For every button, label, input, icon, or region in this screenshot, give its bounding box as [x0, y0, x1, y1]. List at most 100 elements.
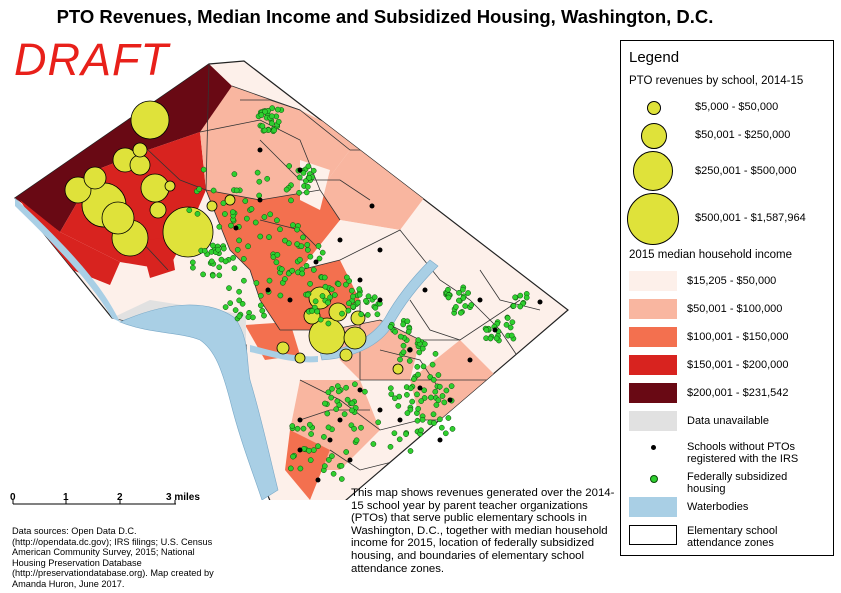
housing-dot: [421, 341, 428, 347]
housing-dot: [395, 403, 402, 409]
pto-class-circle-1: [647, 101, 661, 115]
housing-dot: [257, 292, 264, 299]
income-label-4: $150,001 - $200,000: [687, 359, 789, 371]
housing-dot: [314, 308, 321, 315]
housing-dot: [200, 166, 207, 173]
housing-dot: [415, 337, 422, 343]
housing-dot: [400, 349, 407, 356]
housing-dot: [328, 286, 335, 293]
housing-dot: [236, 313, 243, 320]
housing-dot: [392, 328, 399, 335]
no-pto-school-dot: [257, 197, 263, 203]
housing-dot: [306, 447, 312, 454]
no-pto-school-dot: [477, 297, 483, 303]
housing-dot: [441, 399, 448, 406]
housing-dot: [338, 462, 345, 469]
pto-revenue-circle: [130, 100, 170, 140]
housing-dot: [483, 327, 490, 333]
housing-dot: [431, 420, 437, 426]
zone-northeast-salmon: [300, 110, 430, 230]
pto-revenue-circle: [149, 201, 167, 219]
housing-dot: [322, 283, 329, 290]
housing-dot: [307, 280, 313, 287]
housing-dot: [387, 385, 394, 392]
housing-dot: [307, 253, 314, 260]
housing-dot: [248, 206, 255, 212]
housing-dot: [418, 427, 424, 434]
no-pto-school-dot: [407, 347, 413, 353]
housing-dot: [309, 308, 315, 314]
no-pto-school-dot: [313, 259, 319, 265]
housing-dot: [437, 416, 443, 423]
no-pto-school-dot: [377, 407, 383, 413]
zone-northwest-red2: [20, 200, 120, 285]
housing-dot: [264, 175, 271, 182]
housing-dot: [210, 187, 217, 194]
pto-class-circle-4: [627, 193, 679, 245]
water-label: Waterbodies: [687, 501, 749, 513]
housing-dot: [507, 324, 514, 331]
housing-dot: [334, 383, 341, 389]
housing-dot: [397, 356, 403, 363]
housing-dot: [290, 453, 296, 460]
income-swatch-5: [629, 383, 677, 403]
housing-dot: [201, 247, 208, 254]
housing-dot: [356, 286, 363, 292]
housing-dot: [312, 298, 319, 305]
housing-dot: [509, 319, 516, 326]
pto-revenue-circle: [83, 166, 107, 190]
housing-dot: [231, 171, 238, 177]
housing-dot: [271, 127, 278, 134]
housing-dot: [304, 247, 311, 253]
housing-dot: [404, 318, 411, 325]
map-title: PTO Revenues, Median Income and Subsidiz…: [56, 6, 714, 27]
housing-dot: [322, 400, 328, 407]
housing-dot: [186, 207, 193, 214]
housing-dot: [370, 441, 377, 447]
pto-class-circle-2: [641, 123, 667, 149]
housing-dot: [307, 457, 314, 463]
housing-dot: [372, 304, 379, 311]
housing-dot: [304, 291, 311, 298]
housing-dot: [274, 106, 281, 113]
housing-dot: [274, 217, 280, 224]
income-swatch-2: [629, 299, 677, 319]
housing-dot: [277, 226, 283, 233]
housing-dot: [245, 314, 252, 320]
housing-dot: [261, 312, 267, 319]
income-label-5: $200,001 - $231,542: [687, 387, 789, 399]
housing-dot: [283, 186, 290, 193]
housing-dot: [365, 293, 372, 300]
housing-dot: [325, 389, 332, 396]
housing-dot: [200, 271, 206, 278]
housing-dot: [415, 405, 422, 412]
housing-dot: [416, 349, 423, 356]
housing-dot: [456, 289, 462, 296]
housing-dot: [510, 303, 517, 309]
housing-dot: [222, 211, 228, 217]
housing-dot: [277, 292, 284, 299]
housing-dot: [362, 388, 368, 395]
housing-dot: [286, 163, 293, 169]
housing-dot: [453, 304, 459, 310]
housing-dot: [400, 321, 407, 328]
housing-dot: [262, 108, 268, 115]
housing-dot: [420, 363, 427, 370]
housing-dot: [414, 417, 421, 424]
income-swatch-1: [629, 271, 677, 291]
housing-dot: [306, 174, 313, 181]
housing-dot: [345, 307, 352, 314]
housing-dot: [404, 410, 411, 416]
housing-dot: [242, 198, 249, 204]
housing-dot: [220, 200, 227, 207]
housing-dot: [321, 274, 328, 281]
housing-dot: [299, 270, 306, 277]
housing-dot: [306, 421, 313, 428]
housing-dot: [363, 298, 369, 304]
housing-dot: [456, 297, 462, 304]
housing-dot: [353, 437, 360, 444]
no-pto-school-dot: [337, 417, 343, 423]
housing-dot: [400, 342, 407, 349]
housing-dot: [275, 118, 282, 125]
housing-dot: [346, 300, 352, 307]
